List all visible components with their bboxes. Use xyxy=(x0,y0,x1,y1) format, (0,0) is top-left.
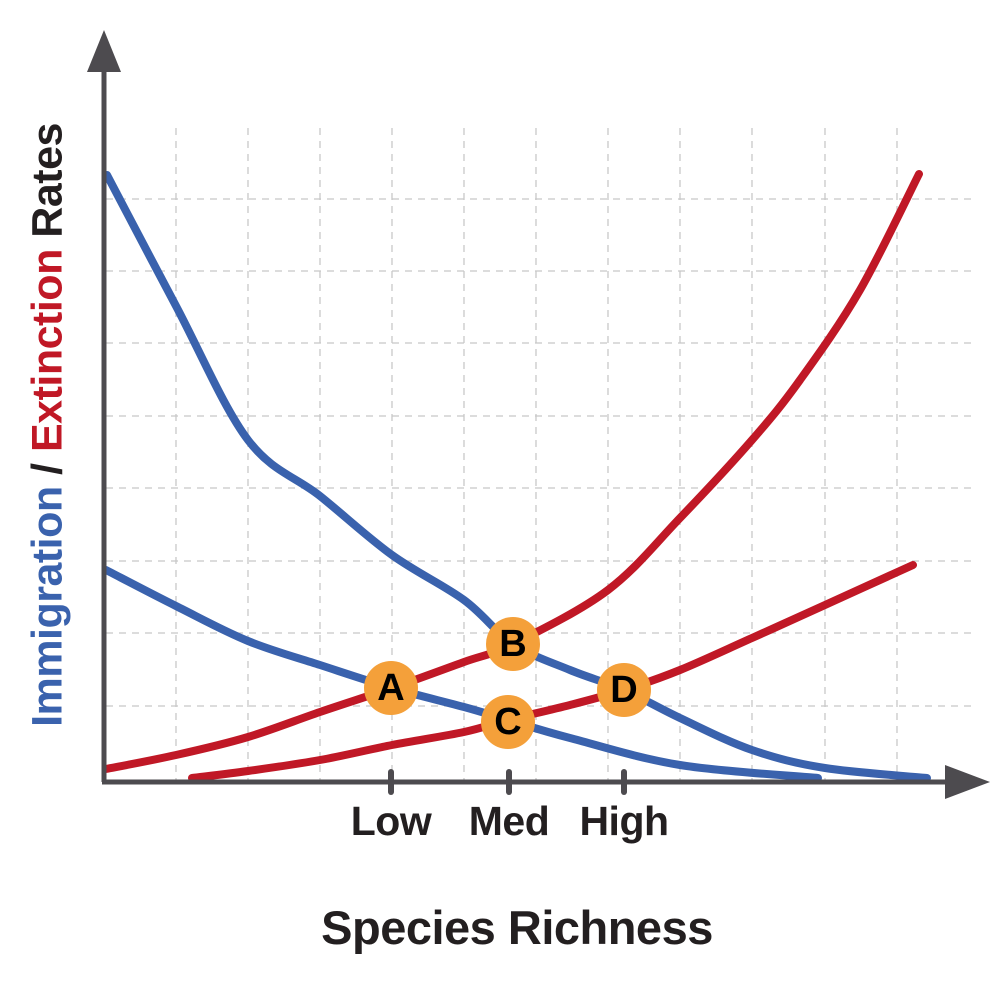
curves xyxy=(102,170,931,782)
y-label-rates: Rates xyxy=(23,123,72,250)
extinction-curve-low xyxy=(188,561,917,782)
y-label-slash: / xyxy=(23,452,72,487)
y-label-extinction: Extinction xyxy=(23,249,72,452)
x-tick-low: Low xyxy=(350,798,432,844)
y-label-immigration: Immigration xyxy=(23,486,72,727)
x-tick-med: Med xyxy=(468,798,550,844)
x-axis-arrow-icon xyxy=(945,765,990,799)
axes xyxy=(87,30,990,799)
point-d: D xyxy=(597,663,651,717)
extinction-curve-high xyxy=(102,170,923,773)
y-axis-arrow-icon xyxy=(87,30,121,72)
point-c: C xyxy=(481,695,535,749)
point-b: B xyxy=(486,617,540,671)
immigration-curve-low xyxy=(102,566,822,782)
grid-lines xyxy=(106,128,972,780)
x-axis-ticks xyxy=(388,769,627,795)
immigration-curve-high xyxy=(103,171,931,782)
x-tick-high: High xyxy=(579,798,669,844)
x-axis-label: Species Richness xyxy=(321,901,713,954)
point-a: A xyxy=(364,661,418,715)
y-axis-label: Immigration / Extinction Rates xyxy=(24,123,73,727)
